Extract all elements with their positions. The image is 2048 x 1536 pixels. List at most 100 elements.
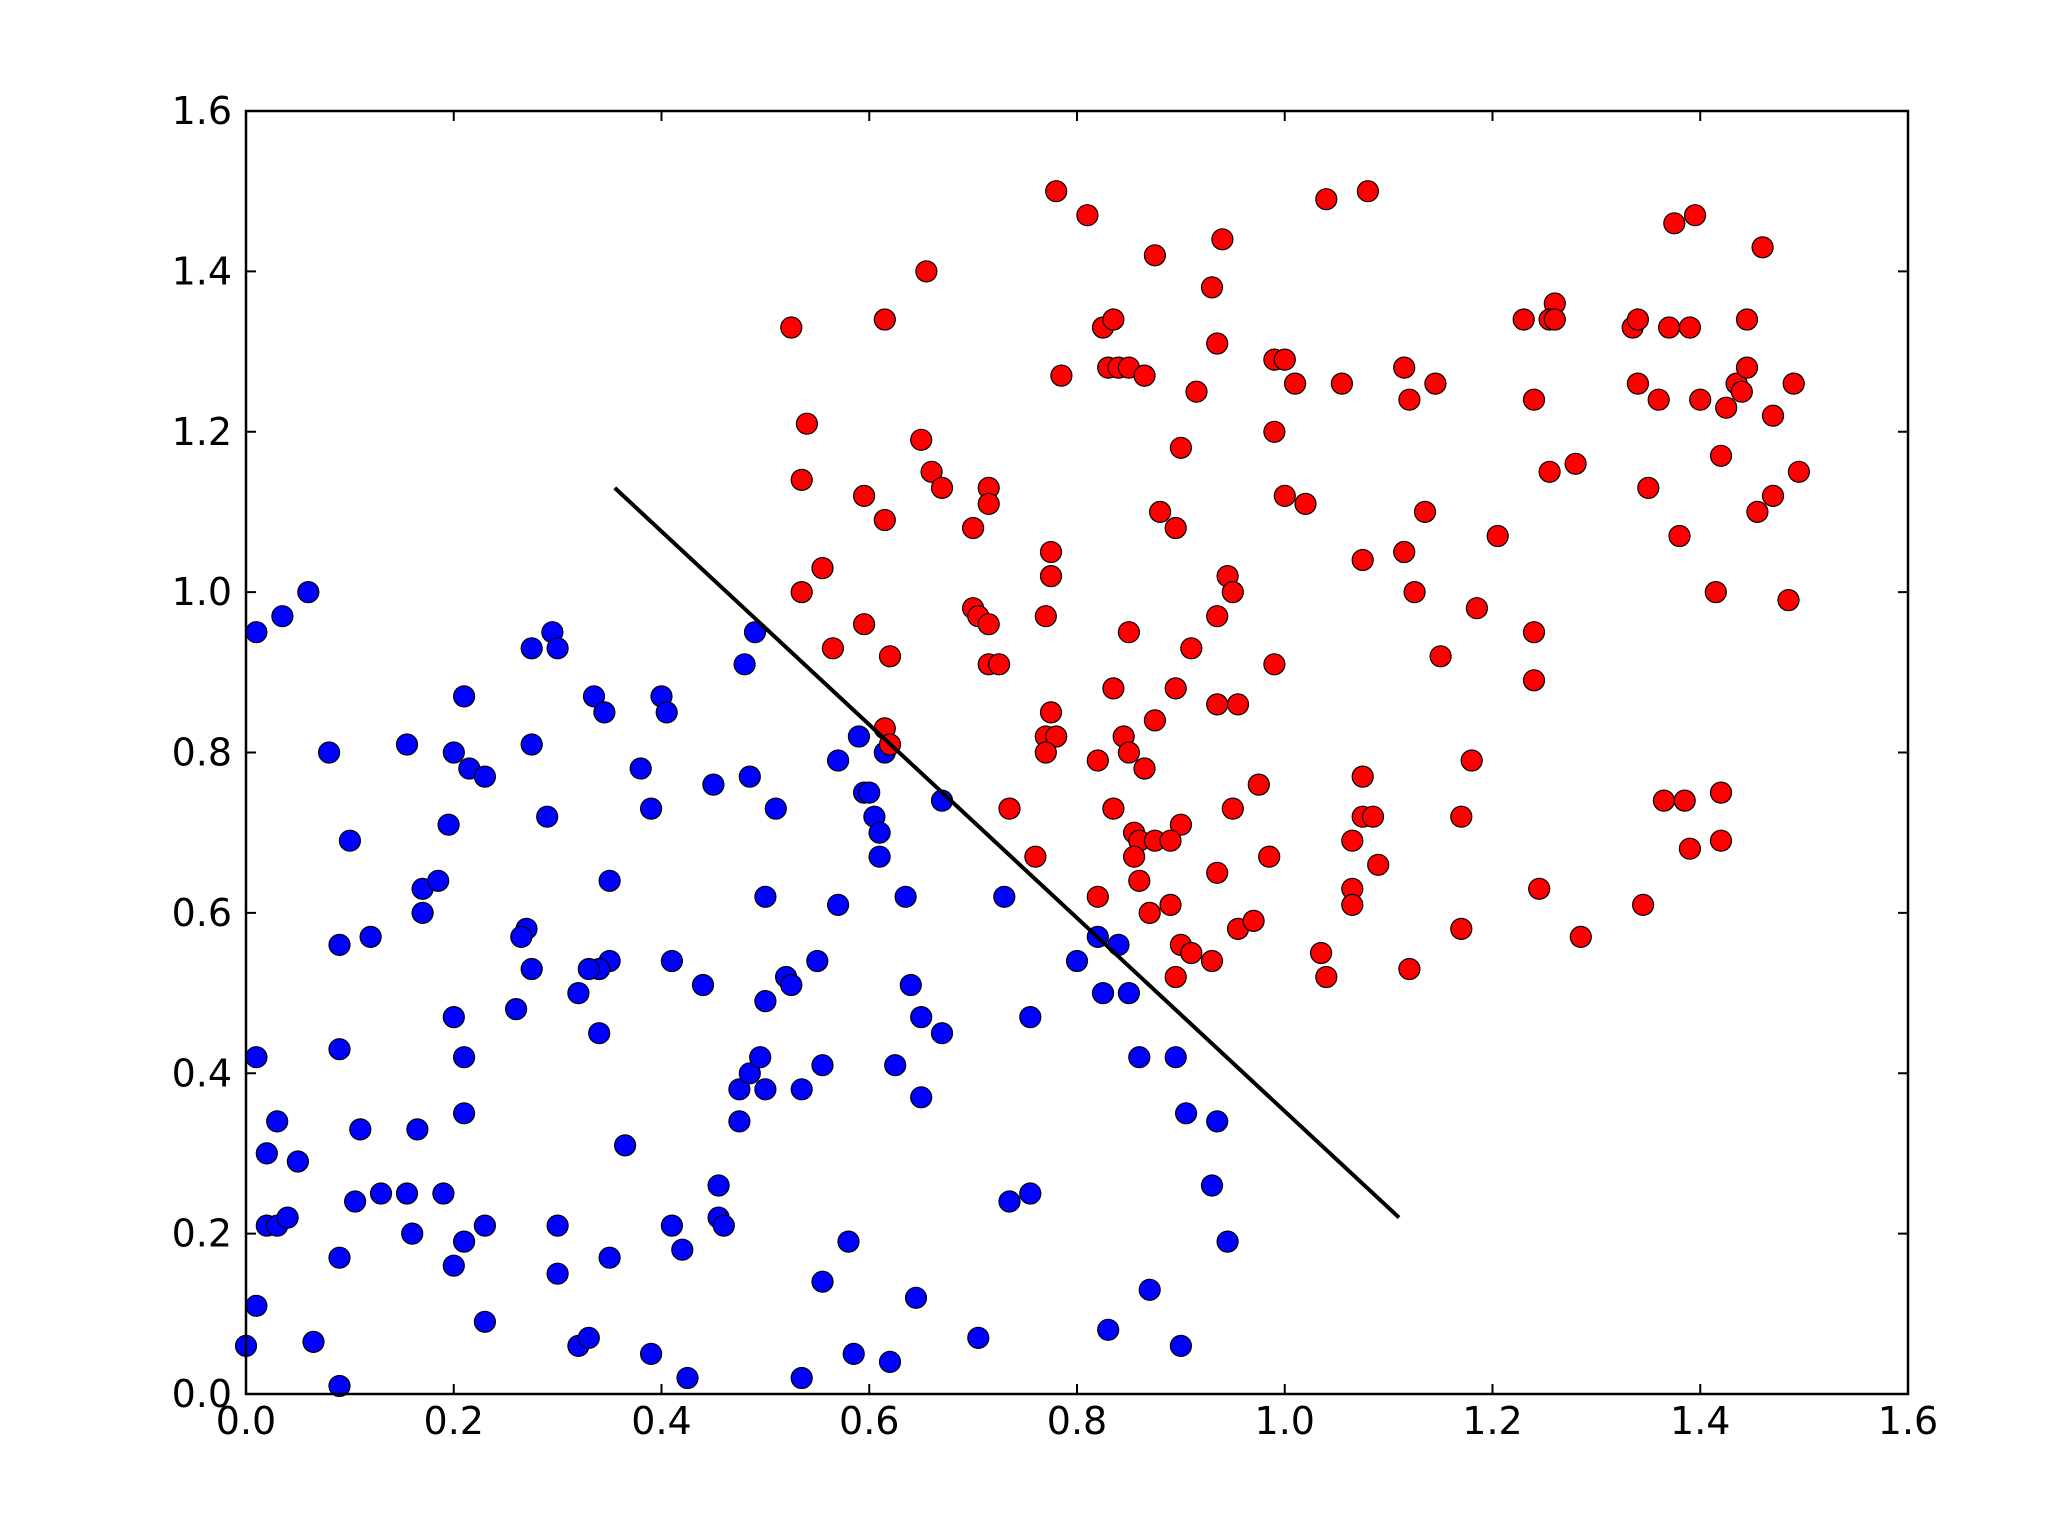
data-point-series-0-21: [266, 1110, 289, 1133]
data-point-series-0-121: [998, 1190, 1021, 1213]
data-point-series-1-94: [1356, 180, 1380, 203]
data-point-series-1-6: [915, 260, 938, 283]
data-point-series-0-25: [406, 1118, 429, 1141]
data-point-series-1-79: [1226, 693, 1250, 716]
data-point-series-0-71: [764, 797, 787, 820]
data-point-series-1-46: [1169, 436, 1193, 459]
data-point-series-1-158: [1777, 588, 1800, 612]
data-point-series-1-116: [1460, 749, 1483, 772]
data-point-series-0-13: [453, 685, 476, 708]
data-point-series-1-19: [977, 613, 1000, 636]
data-point-series-0-0: [297, 580, 320, 604]
data-point-series-1-143: [1678, 837, 1702, 860]
data-point-series-1-56: [1086, 749, 1109, 772]
data-point-series-1-156: [1782, 372, 1805, 395]
data-point-series-0-95: [811, 1054, 834, 1077]
x-tick-label-8: 1.6: [1878, 1399, 1938, 1443]
data-point-series-0-54: [629, 757, 652, 780]
data-point-series-1-133: [1678, 316, 1702, 339]
data-point-series-1-142: [1673, 789, 1696, 812]
data-point-series-0-130: [1174, 1102, 1198, 1125]
x-tick-label-6: 1.2: [1462, 1399, 1522, 1443]
data-point-series-1-75: [1206, 605, 1229, 628]
data-point-series-1-29: [1034, 605, 1057, 628]
data-point-series-0-85: [728, 1110, 751, 1133]
data-point-series-1-147: [1715, 396, 1738, 419]
data-point-series-1-21: [987, 653, 1011, 676]
data-point-series-0-42: [473, 1310, 496, 1333]
data-point-series-0-75: [598, 1246, 621, 1269]
data-point-series-0-1: [271, 605, 294, 628]
data-point-series-0-92: [780, 973, 803, 997]
data-point-series-1-145: [1704, 580, 1727, 604]
x-axis-tick-labels: 0.0 0.2 0.4 0.6 0.8 1.0 1.2 1.4 1.6: [216, 1399, 1938, 1443]
data-point-series-0-114: [842, 1342, 865, 1366]
data-point-series-0-16: [442, 1005, 465, 1029]
data-point-series-1-35: [1076, 204, 1099, 227]
data-point-series-0-110: [910, 1086, 933, 1109]
data-point-series-1-4: [811, 556, 834, 580]
data-point-series-0-55: [639, 797, 663, 820]
data-point-series-1-11: [873, 508, 896, 532]
data-point-series-1-136: [1626, 372, 1650, 395]
data-point-series-1-73: [1200, 949, 1224, 973]
data-point-series-1-32: [1045, 725, 1068, 748]
data-point-series-0-134: [1138, 1278, 1161, 1301]
data-point-series-1-65: [1122, 845, 1146, 868]
data-point-series-0-97: [826, 749, 850, 772]
data-point-series-0-133: [1216, 1230, 1239, 1253]
data-point-series-1-54: [1117, 741, 1141, 764]
data-point-series-0-57: [655, 701, 678, 724]
data-point-series-0-113: [837, 1230, 860, 1253]
data-point-series-0-66: [691, 973, 715, 997]
data-point-series-1-0: [780, 316, 803, 339]
data-point-series-0-102: [868, 821, 891, 844]
data-point-series-1-84: [1247, 773, 1270, 796]
data-point-series-0-107: [910, 1005, 933, 1029]
data-point-series-1-47: [1185, 380, 1208, 403]
data-point-series-1-59: [1169, 813, 1193, 836]
data-point-series-0-20: [245, 1046, 268, 1069]
data-point-series-1-138: [1637, 476, 1660, 499]
data-point-series-1-1: [795, 412, 819, 435]
data-point-series-0-106: [899, 973, 922, 997]
data-point-series-0-79: [660, 1214, 684, 1237]
y-tick-label-4: 0.8: [172, 731, 232, 775]
data-point-series-1-60: [1102, 797, 1125, 820]
data-point-series-1-132: [1657, 316, 1681, 339]
data-point-series-1-126: [1522, 621, 1546, 644]
data-point-series-1-28: [1039, 564, 1063, 588]
data-point-series-0-28: [432, 1182, 455, 1205]
data-point-series-0-40: [302, 1330, 325, 1354]
data-point-series-1-149: [1730, 380, 1753, 403]
y-tick-label-5: 1.0: [172, 570, 232, 614]
data-point-series-1-91: [1294, 492, 1317, 515]
data-point-series-1-74: [1180, 637, 1203, 660]
data-point-series-0-5: [328, 933, 351, 957]
data-point-series-0-103: [868, 845, 891, 868]
data-point-series-0-62: [567, 981, 590, 1005]
data-point-series-0-22: [255, 1142, 278, 1165]
data-point-series-0-24: [349, 1118, 372, 1141]
data-point-series-1-30: [1039, 701, 1063, 724]
y-tick-label-8: 1.6: [172, 89, 232, 133]
data-point-series-0-119: [993, 885, 1016, 908]
data-point-series-0-46: [546, 637, 569, 660]
y-tick-label-2: 0.4: [172, 1051, 232, 1095]
data-point-series-0-72: [754, 885, 777, 908]
data-point-series-1-128: [1528, 877, 1551, 900]
data-point-series-0-3: [318, 741, 341, 764]
data-point-series-0-41: [328, 1374, 351, 1398]
data-point-series-1-119: [1512, 308, 1535, 331]
data-point-series-0-53: [593, 701, 616, 724]
data-point-series-1-50: [1206, 332, 1229, 355]
data-point-series-0-86: [728, 1078, 751, 1101]
data-point-series-1-52: [1102, 677, 1125, 700]
data-point-series-1-34: [1045, 180, 1068, 203]
data-point-series-0-94: [790, 1078, 813, 1101]
data-point-series-1-87: [1273, 348, 1296, 371]
data-point-series-1-92: [1263, 653, 1286, 676]
decision-boundary: [613, 486, 1401, 1220]
data-point-series-1-80: [1221, 797, 1244, 820]
